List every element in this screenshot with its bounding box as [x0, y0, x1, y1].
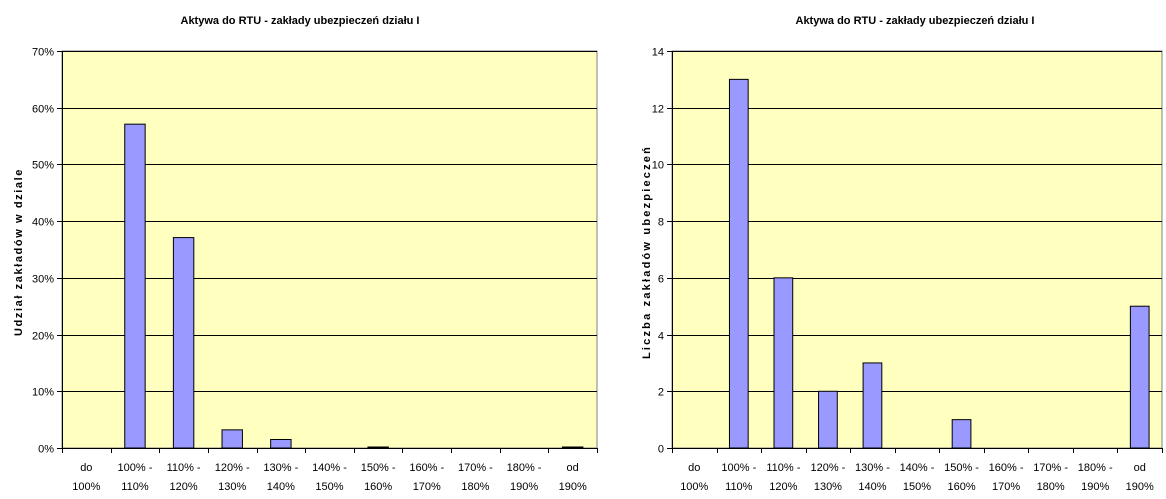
x-tick-label: 140% -	[312, 462, 347, 474]
bar	[862, 362, 883, 449]
y-tick-label: 6	[658, 274, 664, 286]
y-tick-label: 0	[658, 444, 664, 456]
y-tick-label: 14	[652, 47, 664, 59]
x-tick-label: 110%	[121, 481, 149, 493]
y-tick-label: 8	[658, 217, 664, 229]
bar	[1129, 305, 1150, 449]
x-tick-label: 120%	[170, 481, 198, 493]
y-axis-label: Udział zakładów w dziale	[13, 168, 25, 336]
y-tick-label: 10	[652, 160, 664, 172]
x-tick-label: 150% -	[944, 462, 979, 474]
x-tick-label: od	[1134, 462, 1146, 474]
y-tick-label: 30%	[32, 274, 54, 286]
x-tick-label: 110% -	[167, 462, 201, 474]
y-tick-label: 70%	[32, 47, 54, 59]
plot-area	[61, 50, 598, 449]
x-tick-label: 110%	[725, 481, 753, 493]
bar	[124, 123, 146, 449]
y-tick-label: 12	[652, 104, 664, 116]
x-tick-label: 180%	[461, 481, 489, 493]
x-tick-label: 140%	[267, 481, 295, 493]
x-tick-label: 150% -	[361, 462, 396, 474]
x-tick-label: 100% -	[721, 462, 756, 474]
x-tick-label: 180% -	[507, 462, 542, 474]
x-tick-label: 170%	[992, 481, 1020, 493]
x-tick-label: 150%	[903, 481, 931, 493]
x-tick-label: 130% -	[855, 462, 890, 474]
plot-area	[671, 50, 1163, 449]
x-tick-label: od	[567, 462, 579, 474]
bar	[270, 438, 292, 449]
bar	[728, 78, 749, 449]
x-tick-label: 160% -	[989, 462, 1024, 474]
x-tick-label: 170%	[413, 481, 441, 493]
x-tick-label: 110% -	[766, 462, 800, 474]
bar	[773, 277, 794, 449]
x-tick-label: 190%	[510, 481, 538, 493]
x-tick-label: 100% -	[118, 462, 153, 474]
x-tick-label: 160%	[947, 481, 975, 493]
chart-2: 0 2 4 6 8 10 12 14 do 100% 100% - 110% 110% - 120% 120…	[641, 15, 1163, 493]
x-tick-label: 120% -	[215, 462, 250, 474]
y-tick-label: 50%	[32, 160, 54, 172]
y-tick-label: 0%	[38, 444, 54, 456]
x-tick-label: 180% -	[1078, 462, 1113, 474]
x-tick-label: 130%	[218, 481, 246, 493]
y-tick-label: 10%	[32, 387, 54, 399]
x-tick-label: 120% -	[810, 462, 845, 474]
bar	[221, 429, 243, 449]
x-tick-label: 150%	[315, 481, 343, 493]
x-tick-label: 140% -	[900, 462, 935, 474]
bar	[367, 446, 389, 449]
x-tick-label: do	[80, 462, 92, 474]
bar	[561, 446, 584, 449]
x-tick-label: 160% -	[409, 462, 444, 474]
x-tick-label: 160%	[364, 481, 392, 493]
y-tick-label: 4	[658, 331, 664, 343]
bar	[951, 419, 972, 449]
chart-1: 0% 10% 20% 30% 40% 50% 60% 70% do 100% 100% - 110% 1…	[13, 15, 598, 493]
x-tick-label: 130%	[814, 481, 842, 493]
y-tick-label: 2	[658, 387, 664, 399]
y-tick-label: 40%	[32, 217, 54, 229]
y-tick-label: 60%	[32, 104, 54, 116]
x-tick-label: 170% -	[1033, 462, 1068, 474]
x-tick-label: 190%	[1081, 481, 1109, 493]
x-tick-label: 100%	[72, 481, 100, 493]
bar	[172, 237, 195, 449]
x-tick-label: 130% -	[263, 462, 298, 474]
chart-title: Aktywa do RTU - zakłady ubezpieczeń dzia…	[796, 15, 1035, 27]
x-tick-label: 120%	[769, 481, 797, 493]
x-tick-label: 180%	[1037, 481, 1065, 493]
chart-title: Aktywa do RTU - zakłady ubezpieczeń dzia…	[181, 15, 420, 27]
x-tick-label: 140%	[858, 481, 886, 493]
y-tick-label: 20%	[32, 331, 54, 343]
x-tick-label: 190%	[559, 481, 587, 493]
x-tick-label: 170% -	[458, 462, 493, 474]
x-tick-label: 100%	[680, 481, 708, 493]
x-tick-label: do	[688, 462, 700, 474]
bar	[818, 390, 838, 449]
y-axis-label: Liczba zakładów ubezpieczeń	[641, 145, 653, 359]
x-tick-label: 190%	[1126, 481, 1154, 493]
